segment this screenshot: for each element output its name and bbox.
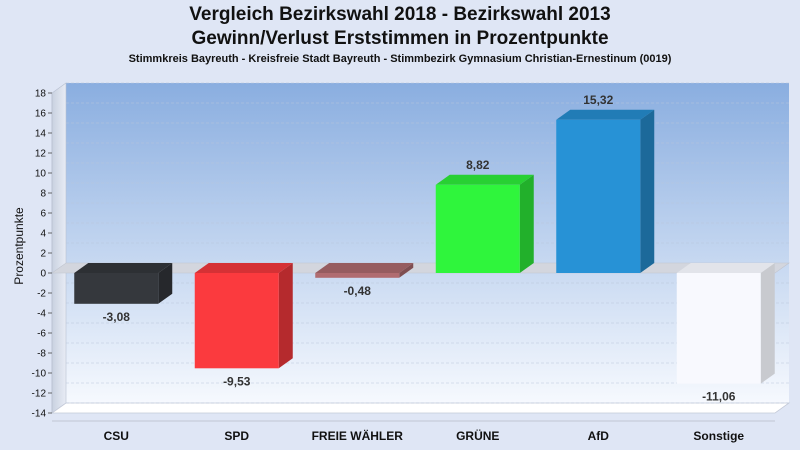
bars xyxy=(74,109,775,384)
data-label: -0,48 xyxy=(344,284,372,298)
chart-title: Vergleich Bezirkswahl 2018 - Bezirkswahl… xyxy=(0,3,800,51)
bar-front xyxy=(315,273,400,278)
bar-top xyxy=(194,263,293,273)
bar-side xyxy=(519,174,534,273)
y-tick-label: -12 xyxy=(32,389,47,400)
y-tick-label: -14 xyxy=(32,409,47,420)
y-tick-label: 12 xyxy=(35,149,47,160)
bar-side xyxy=(399,263,414,278)
category-label: SPD xyxy=(224,429,249,443)
bar-side xyxy=(158,263,173,304)
y-tick-label: 6 xyxy=(40,209,46,220)
data-label: -9,53 xyxy=(223,374,251,388)
chart-title-line1: Vergleich Bezirkswahl 2018 - Bezirkswahl… xyxy=(189,4,611,25)
bar-afd xyxy=(556,109,655,273)
category-label: Sonstige xyxy=(693,429,744,443)
y-axis: -14 -12 -10 -8 -6 -4 -2 0 2 4 6 8 10 12 14 16 18 xyxy=(32,89,53,420)
y-tick-label: 10 xyxy=(35,169,47,180)
y-tick-label: -6 xyxy=(37,329,46,340)
y-tick-label: -10 xyxy=(32,369,47,380)
y-tick-label: -8 xyxy=(37,349,46,360)
data-label: 15,32 xyxy=(583,93,613,107)
bar-top xyxy=(556,109,655,120)
bar-sonstige xyxy=(676,263,775,384)
category-label: GRÜNE xyxy=(456,428,499,443)
category-label: AfD xyxy=(588,429,610,443)
left-wall xyxy=(51,82,67,414)
y-tick-label: 2 xyxy=(40,249,46,260)
data-label: -3,08 xyxy=(103,310,131,324)
y-axis-label: Prozentpunkte xyxy=(12,207,26,285)
data-label: 8,82 xyxy=(466,158,490,172)
bar-top xyxy=(315,263,414,273)
bar-front xyxy=(556,119,641,273)
bar-freie-wähler xyxy=(315,263,414,278)
bar-front xyxy=(194,273,279,369)
y-tick-label: 8 xyxy=(40,189,46,200)
bar-side xyxy=(760,263,775,384)
y-tick-label: 16 xyxy=(35,109,47,120)
category-label: FREIE WÄHLER xyxy=(312,428,404,443)
data-label: -11,06 xyxy=(702,390,736,404)
bar-spd xyxy=(194,263,293,369)
bar-top xyxy=(676,263,775,273)
data-labels: -3,08 -9,53 -0,48 8,82 15,32 -11,06 xyxy=(103,93,736,404)
floor xyxy=(50,402,791,414)
bar-side xyxy=(278,263,293,369)
y-tick-label: 14 xyxy=(35,129,47,140)
y-tick-label: -4 xyxy=(37,309,46,320)
bar-front xyxy=(74,273,159,304)
chart-title-line2: Gewinn/Verlust Erststimmen in Prozentpun… xyxy=(191,28,609,49)
bar-top xyxy=(74,263,173,273)
y-tick-label: -2 xyxy=(37,289,46,300)
x-axis-categories: CSU SPD FREIE WÄHLER GRÜNE AfD Sonstige xyxy=(104,428,745,443)
bar-csu xyxy=(74,263,173,304)
bar-front xyxy=(435,184,520,273)
bar-front xyxy=(676,273,761,384)
bar-grüne xyxy=(435,174,534,273)
bar-top xyxy=(435,174,534,185)
y-tick-label: 18 xyxy=(35,89,47,100)
y-tick-label: 4 xyxy=(40,229,46,240)
category-label: CSU xyxy=(104,429,129,443)
bar-side xyxy=(640,109,655,273)
y-tick-label: 0 xyxy=(40,269,46,280)
chart-subtitle: Stimmkreis Bayreuth - Kreisfreie Stadt B… xyxy=(128,53,672,65)
